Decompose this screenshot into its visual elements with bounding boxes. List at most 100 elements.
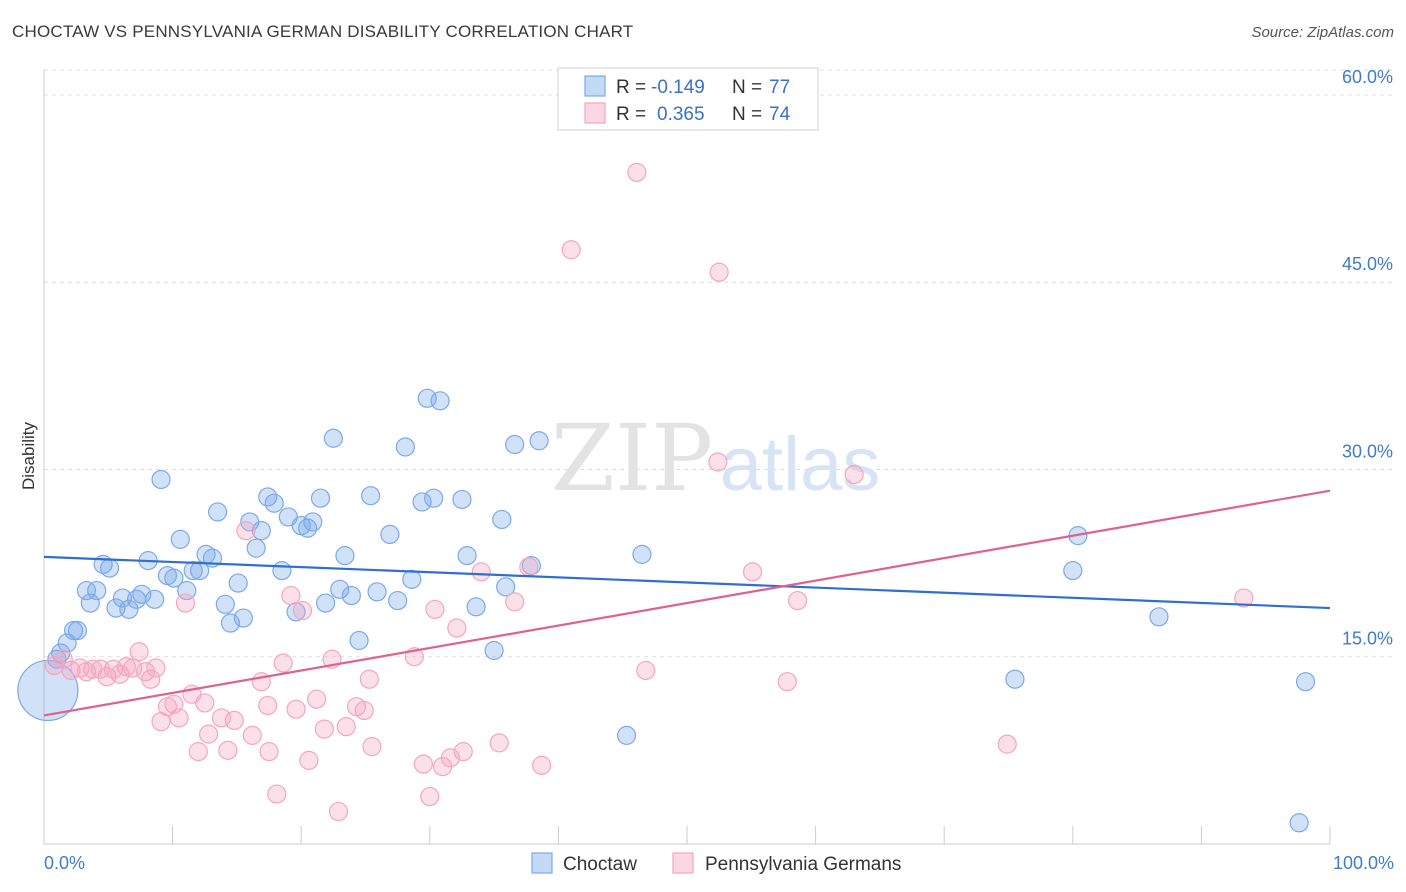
point-pennsylvania-germans: [258, 695, 278, 716]
point-choctaw: [57, 633, 77, 653]
point-pennsylvania-germans: [123, 658, 143, 678]
point-pennsylvania-germans: [273, 653, 293, 673]
point-pennsylvania-germans: [146, 658, 166, 678]
point-pennsylvania-germans: [195, 693, 215, 713]
point-choctaw: [272, 561, 292, 581]
trend-lines: [43, 489, 1331, 717]
point-choctaw: [190, 561, 210, 581]
point-choctaw: [1289, 813, 1309, 833]
point-pennsylvania-germans: [307, 689, 327, 709]
point-pennsylvania-germans: [709, 262, 729, 282]
bottom-legend-swatch-choctaw: [531, 852, 553, 874]
trend-line-pennsylvania-germans: [43, 489, 1331, 717]
point-choctaw: [264, 493, 284, 513]
point-pennsylvania-germans: [53, 649, 73, 669]
point-choctaw: [1149, 607, 1169, 627]
point-pennsylvania-germans: [489, 733, 509, 753]
point-choctaw: [1005, 669, 1025, 689]
point-pennsylvania-germans: [314, 719, 334, 739]
point-pennsylvania-germans: [116, 657, 136, 677]
point-choctaw: [220, 613, 241, 633]
legend-r-label-pennsylvania-germans: R =: [616, 104, 646, 125]
point-choctaw: [1295, 672, 1316, 692]
point-pennsylvania-germans: [532, 755, 552, 775]
point-choctaw: [529, 431, 549, 451]
point-choctaw: [144, 589, 165, 609]
point-pennsylvania-germans: [218, 740, 238, 760]
point-choctaw: [303, 512, 323, 532]
point-choctaw: [402, 569, 422, 589]
x-tick-label-min: 0.0%: [44, 853, 85, 873]
point-choctaw: [112, 588, 133, 608]
point-pennsylvania-germans: [169, 708, 189, 728]
trend-line-choctaw: [43, 555, 1331, 610]
y-tick-label: 45.0%: [1342, 254, 1393, 274]
point-choctaw: [395, 437, 415, 457]
x-tick-label-max: 100.0%: [1333, 853, 1394, 873]
point-choctaw: [466, 597, 486, 617]
point-choctaw: [164, 568, 184, 588]
point-choctaw: [505, 434, 525, 455]
point-choctaw: [412, 492, 432, 512]
point-choctaw: [484, 640, 504, 661]
point-choctaw: [361, 486, 381, 506]
point-choctaw: [380, 524, 400, 545]
point-pennsylvania-germans: [236, 521, 256, 541]
legend-swatch-pennsylvania-germans: [584, 102, 606, 124]
point-choctaw: [246, 538, 266, 558]
point-pennsylvania-germans: [362, 737, 382, 757]
y-axis-label: Disability: [19, 421, 38, 490]
point-choctaw: [323, 428, 343, 448]
point-pennsylvania-germans: [267, 784, 287, 804]
point-choctaw: [228, 573, 248, 593]
point-choctaw: [367, 582, 387, 602]
point-pennsylvania-germans: [425, 599, 445, 619]
point-pennsylvania-germans: [242, 725, 262, 745]
legend-r-value-choctaw: -0.149: [651, 77, 705, 98]
point-choctaw: [616, 725, 637, 745]
point-pennsylvania-germans: [281, 585, 301, 606]
x-tick-labels: 0.0% 100.0%: [44, 853, 1394, 873]
point-choctaw: [251, 521, 271, 541]
point-pennsylvania-germans: [328, 801, 349, 822]
point-choctaw: [457, 546, 477, 566]
point-pennsylvania-germans: [420, 786, 440, 807]
watermark-zip: ZIP: [551, 405, 713, 512]
point-pennsylvania-germans: [175, 593, 196, 613]
point-pennsylvania-germans: [844, 464, 864, 485]
point-choctaw: [430, 391, 450, 411]
point-pennsylvania-germans: [471, 562, 491, 582]
point-choctaw: [119, 599, 139, 619]
point-pennsylvania-germans: [299, 750, 319, 770]
point-pennsylvania-germans: [505, 592, 525, 612]
bottom-legend-label-pennsylvania-germans: Pennsylvania Germans: [705, 854, 901, 875]
point-pennsylvania-germans: [336, 717, 356, 737]
point-pennsylvania-germans: [354, 700, 374, 721]
point-choctaw: [298, 518, 318, 538]
point-pennsylvania-germans: [453, 742, 473, 762]
point-choctaw: [424, 488, 444, 508]
watermark-atlas: atlas: [720, 422, 881, 507]
watermark: ZIP atlas: [551, 405, 880, 512]
bottom-legend: Choctaw Pennsylvania Germans: [531, 852, 901, 875]
bottom-legend-label-choctaw: Choctaw: [563, 854, 637, 875]
point-choctaw: [632, 544, 652, 564]
point-pennsylvania-germans: [292, 600, 313, 621]
chart-title: CHOCTAW VS PENNSYLVANIA GERMAN DISABILIT…: [12, 22, 634, 41]
point-pennsylvania-germans: [188, 742, 208, 762]
legend-n-label-choctaw: N =: [732, 77, 762, 98]
point-choctaw: [183, 561, 203, 581]
point-pennsylvania-germans: [129, 642, 149, 662]
point-pennsylvania-germans: [286, 699, 306, 719]
legend-r-value-pennsylvania-germans: 0.365: [657, 104, 705, 125]
point-choctaw: [233, 608, 253, 628]
point-choctaw: [76, 580, 97, 601]
point-pennsylvania-germans: [199, 724, 219, 744]
point-pennsylvania-germans: [259, 742, 279, 762]
point-choctaw: [349, 630, 369, 651]
point-pennsylvania-germans: [519, 557, 539, 577]
point-choctaw: [341, 585, 361, 606]
point-pennsylvania-germans: [561, 240, 581, 260]
point-pennsylvania-germans: [742, 562, 763, 582]
